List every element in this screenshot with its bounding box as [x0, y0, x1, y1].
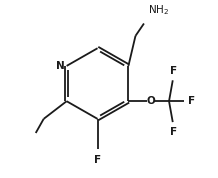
Text: F: F [170, 66, 177, 76]
Text: N: N [56, 61, 65, 71]
Text: O: O [146, 96, 155, 106]
Text: NH$_2$: NH$_2$ [148, 4, 169, 17]
Text: F: F [170, 127, 177, 137]
Text: F: F [94, 155, 101, 164]
Text: F: F [188, 96, 196, 106]
